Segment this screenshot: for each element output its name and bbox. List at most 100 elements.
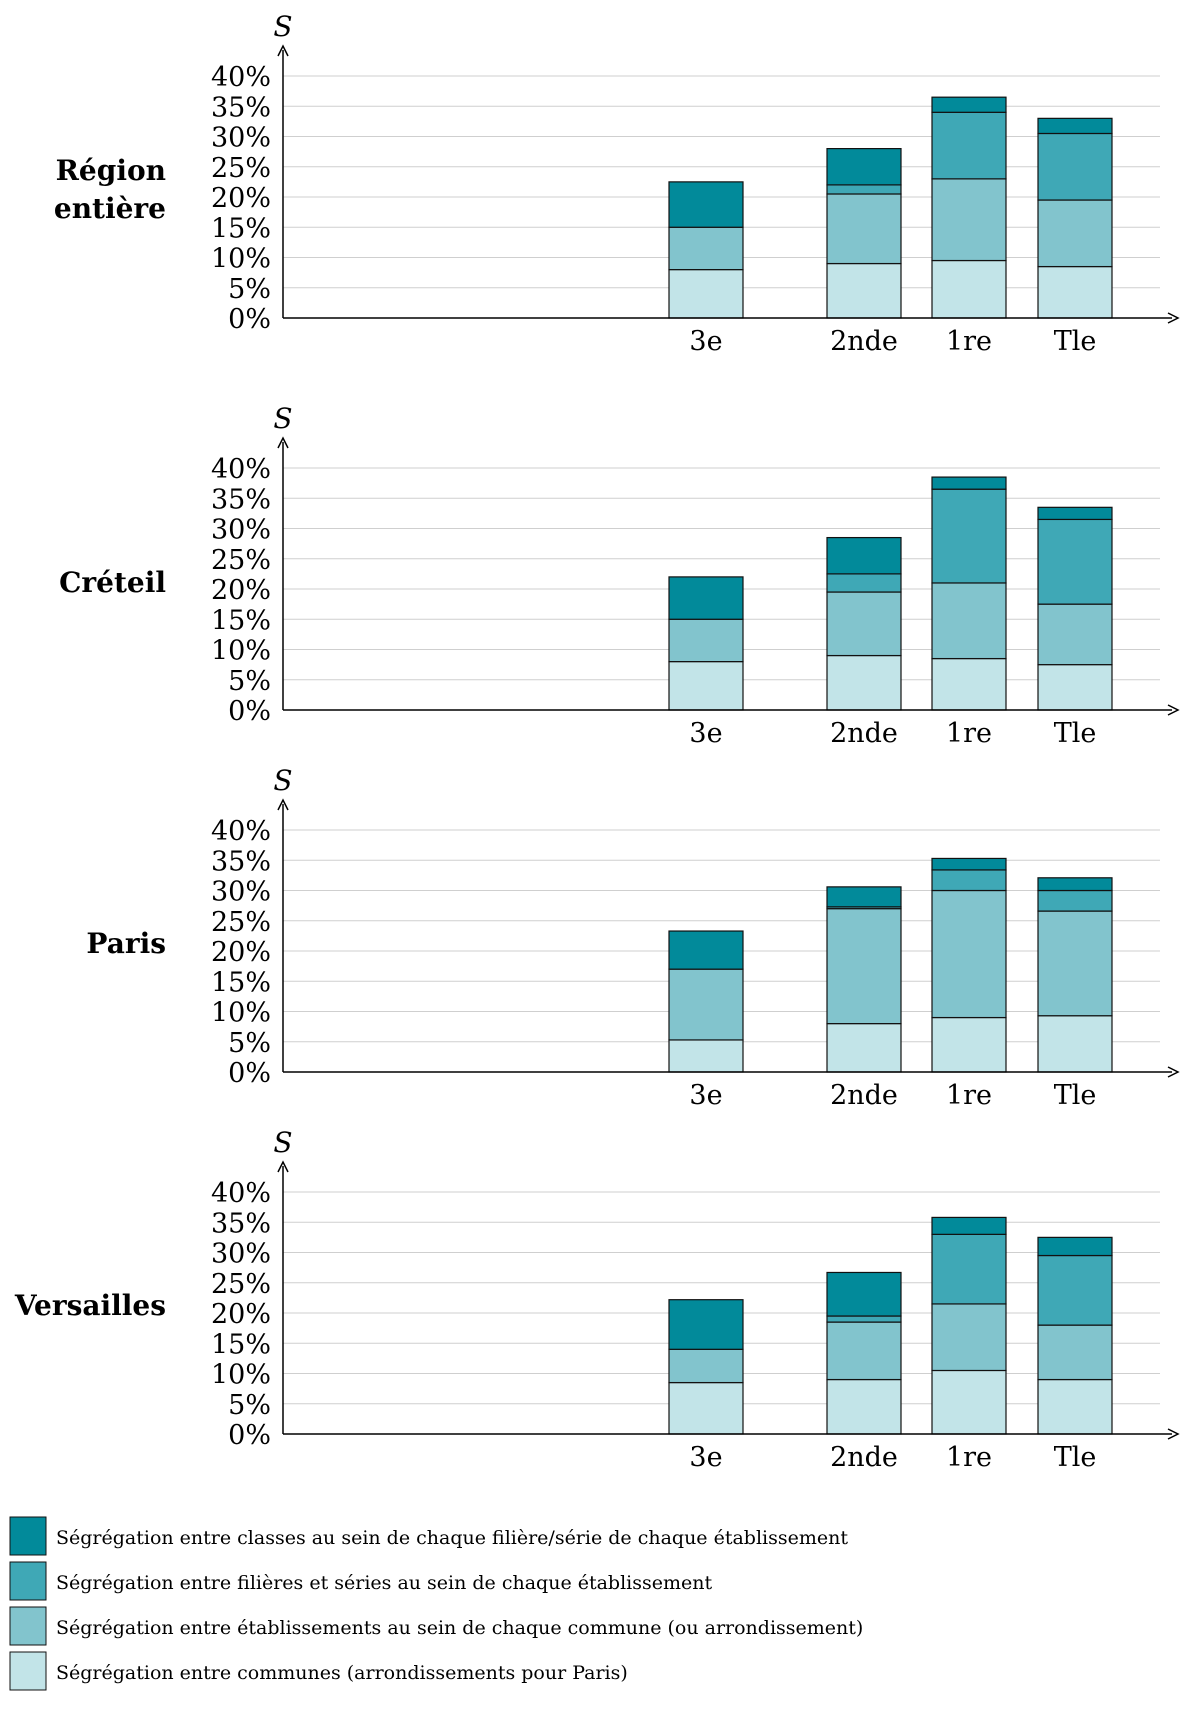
y-axis-label: S (273, 1126, 292, 1159)
y-tick-label: 15% (211, 967, 271, 998)
x-axis-arrow (1167, 704, 1180, 716)
bar-segment (931, 889, 1007, 1019)
bar-segment (931, 582, 1007, 660)
y-tick-label: 15% (211, 1329, 271, 1360)
bar-segment (931, 111, 1007, 180)
panel-label: Créteil (59, 566, 166, 599)
y-tick-label: 15% (211, 213, 271, 244)
y-tick-label: 20% (211, 183, 271, 214)
bar-segment (668, 226, 744, 271)
y-tick-label: 30% (211, 1239, 271, 1270)
bar-segment (668, 576, 744, 620)
bar-segment (931, 1016, 1007, 1073)
bar-segment (1037, 877, 1113, 892)
y-tick-label: 25% (211, 1269, 271, 1300)
y-tick-label: 0% (228, 696, 271, 727)
x-tick-label: 1re (946, 326, 992, 357)
bar-segment (931, 1303, 1007, 1372)
bar-segment (1037, 889, 1113, 912)
x-tick-label: Tle (1054, 326, 1097, 357)
panel-label: Paris (86, 927, 166, 960)
y-axis-arrow (277, 436, 289, 449)
y-tick-label: 10% (211, 998, 271, 1029)
bar-segment (931, 488, 1007, 584)
bar-segment (668, 618, 744, 663)
bar-segment (1037, 506, 1113, 521)
legend-entry: Ségrégation entre filières et séries au … (56, 1572, 712, 1594)
legend-swatch (9, 1606, 47, 1646)
y-tick-label: 20% (211, 937, 271, 968)
bar-segment (1037, 132, 1113, 201)
bar-segment (1037, 1015, 1113, 1073)
x-axis-arrow (1167, 1066, 1180, 1078)
legend-swatch (9, 1651, 47, 1691)
bar-segment (668, 930, 744, 970)
y-axis-arrow (277, 798, 289, 811)
bar-segment (826, 1321, 902, 1381)
y-axis-arrow (277, 44, 289, 57)
bar-segment (1037, 117, 1113, 135)
y-axis-arrow (277, 1160, 289, 1173)
y-tick-label: 35% (211, 846, 271, 877)
legend: Ségrégation entre classes au sein de cha… (9, 1516, 863, 1691)
bar-segment (668, 1299, 744, 1350)
bar-segment (1037, 664, 1113, 711)
y-axis-label: S (273, 764, 292, 797)
bar-segment (931, 1233, 1007, 1305)
chart-panel: 0%5%10%15%20%25%30%35%40% 3e 2nde 1re Tle S Ve… (14, 1126, 1180, 1473)
legend-entry: Ségrégation entre classes au sein de cha… (56, 1527, 848, 1549)
bar-segment (1037, 265, 1113, 319)
bar-segment (931, 869, 1007, 892)
bar-segment (1037, 518, 1113, 605)
y-tick-label: 35% (211, 92, 271, 123)
bar-segment (931, 657, 1007, 711)
y-tick-label: 35% (211, 1208, 271, 1239)
chart-panel: 0%5%10%15%20%25%30%35%40% 3e 2nde 1re Tle S Pa… (86, 764, 1180, 1111)
bar-segment (931, 857, 1007, 871)
x-tick-label: 2nde (830, 1442, 898, 1473)
bar-segment (668, 968, 744, 1041)
y-tick-label: 5% (228, 1390, 271, 1421)
bar-segment (668, 660, 744, 711)
chart-panel: 0%5%10%15%20%25%30%35%40% 3e 2nde 1re Tle S Cr… (59, 402, 1180, 749)
x-tick-label: 3e (689, 1080, 722, 1111)
bar-segment (826, 262, 902, 319)
bar-segment (826, 886, 902, 908)
y-tick-label: 5% (228, 274, 271, 305)
bar-segment (826, 1271, 902, 1317)
bar-segment (826, 654, 902, 711)
x-tick-label: 2nde (830, 326, 898, 357)
bar-segment (1037, 1324, 1113, 1381)
y-tick-label: 40% (211, 816, 271, 847)
y-tick-label: 30% (211, 515, 271, 546)
panel-label: Versailles (14, 1289, 166, 1322)
y-tick-label: 10% (211, 1360, 271, 1391)
bar-segment (826, 908, 902, 1025)
x-axis-arrow (1167, 312, 1180, 324)
y-tick-label: 40% (211, 1178, 271, 1209)
y-tick-label: 30% (211, 123, 271, 154)
legend-entry: Ségrégation entre établissements au sein… (56, 1617, 863, 1639)
bar-segment (1037, 603, 1113, 666)
x-tick-label: Tle (1054, 718, 1097, 749)
bar-segment (826, 1378, 902, 1435)
y-tick-label: 15% (211, 605, 271, 636)
bar-segment (1037, 1378, 1113, 1435)
x-tick-label: 3e (689, 718, 722, 749)
y-tick-label: 25% (211, 907, 271, 938)
x-tick-label: 1re (946, 1080, 992, 1111)
y-tick-label: 10% (211, 636, 271, 667)
bar-segment (668, 1381, 744, 1435)
legend-entry: Ségrégation entre communes (arrondisseme… (56, 1662, 628, 1684)
y-tick-label: 25% (211, 153, 271, 184)
y-tick-label: 30% (211, 877, 271, 908)
chart-panels: 0%5%10%15%20%25%30%35%40%3e 2nde 1re TleSRé… (14, 10, 1180, 1473)
bar-segment (826, 148, 902, 186)
panel-label: entière (54, 192, 166, 225)
bar-segment (1037, 199, 1113, 268)
x-axis-arrow (1167, 1428, 1180, 1440)
legend-swatch (9, 1561, 47, 1601)
x-tick-label: 3e (689, 1442, 722, 1473)
chart-panel: 0%5%10%15%20%25%30%35%40% 3e 2nde 1re Tle S Ré… (54, 10, 1180, 357)
y-tick-label: 40% (211, 454, 271, 485)
